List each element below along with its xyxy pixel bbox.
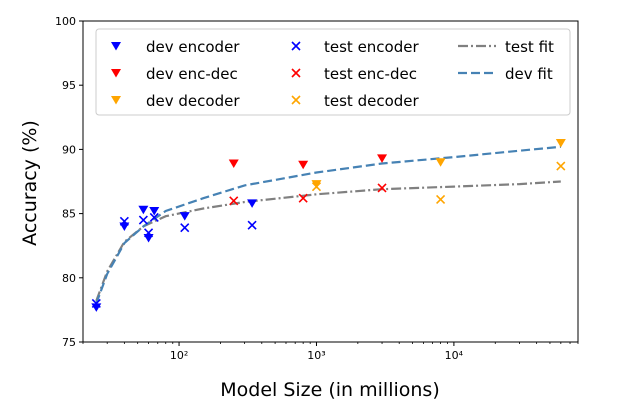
y-tick-label: 100: [55, 15, 76, 28]
legend-label-dev-enc-dec: dev enc-dec: [146, 65, 238, 83]
legend-marker-test-enc-dec: [291, 68, 301, 78]
point-dev-enc-dec: [228, 159, 239, 169]
point-test-decoder: [311, 182, 322, 192]
point-dev-encoder: [149, 207, 160, 216]
point-test-encoder: [91, 298, 101, 309]
legend-label-test-encoder: test encoder: [324, 38, 419, 56]
x-tick-label: 10³: [307, 349, 325, 362]
point-test-encoder: [180, 223, 190, 233]
point-test-encoder: [119, 216, 129, 226]
legend-marker-test-encoder: [291, 41, 301, 51]
y-tick-label: 75: [62, 336, 76, 349]
legend-label-dev-encoder: dev encoder: [146, 38, 240, 56]
point-dev-decoder: [311, 180, 322, 189]
y-axis-label: Accuracy (%): [19, 120, 41, 246]
y-tick-label: 95: [62, 79, 76, 92]
point-test-encoder: [247, 220, 257, 230]
point-dev-encoder: [179, 212, 190, 221]
legend-marker-dev-enc-dec: [111, 69, 121, 78]
x-tick-label: 10²: [170, 349, 188, 362]
legend-label-dev-fit: dev fit: [505, 65, 553, 83]
legend-label-test-fit: test fit: [505, 38, 554, 56]
point-test-enc-dec: [377, 183, 387, 193]
legend: dev encoder dev enc-dec dev decoder test en…: [95, 28, 571, 116]
point-dev-decoder: [555, 138, 566, 148]
x-axis-label: Model Size (in millions): [220, 379, 440, 401]
x-tick-label: 10⁴: [445, 349, 464, 362]
y-tick-label: 90: [62, 143, 76, 156]
legend-marker-dev-encoder: [111, 42, 121, 51]
point-test-encoder: [144, 228, 154, 238]
legend-box: [95, 28, 571, 116]
point-dev-encoder: [247, 199, 258, 208]
y-tick-label: 80: [62, 272, 76, 285]
legend-label-test-enc-dec: test enc-dec: [324, 65, 417, 83]
point-test-enc-dec: [298, 193, 308, 203]
point-dev-decoder: [435, 158, 446, 167]
fit-line-test-fit: [95, 180, 561, 302]
point-test-encoder: [149, 212, 159, 223]
point-test-decoder: [556, 161, 566, 171]
legend-marker-dev-decoder: [111, 96, 121, 105]
point-test-encoder: [138, 215, 148, 225]
legend-label-test-decoder: test decoder: [324, 92, 419, 110]
point-dev-enc-dec: [298, 160, 309, 170]
point-test-enc-dec: [229, 196, 239, 206]
y-tick-label: 85: [62, 208, 76, 221]
point-test-decoder: [436, 194, 446, 205]
legend-label-dev-decoder: dev decoder: [146, 92, 240, 110]
fit-line-dev-fit: [95, 145, 561, 304]
point-dev-enc-dec: [377, 154, 388, 163]
point-dev-encoder: [138, 205, 149, 215]
legend-marker-test-decoder: [291, 95, 301, 105]
